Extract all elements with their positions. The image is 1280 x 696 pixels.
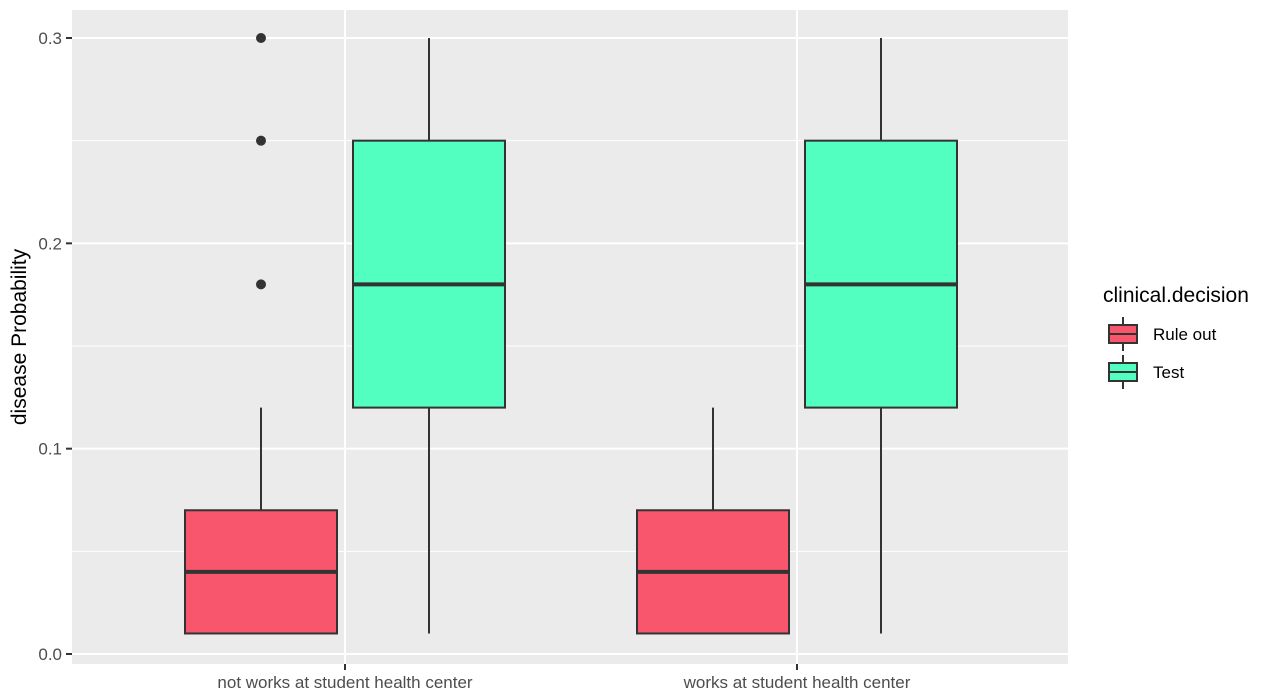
x-axis: not works at student health center works … [217, 664, 911, 692]
outlier-point [256, 279, 266, 290]
legend-title: clinical.decision [1103, 284, 1249, 307]
legend-item-test: Test [1108, 355, 1184, 389]
outlier-point [256, 135, 266, 146]
legend: clinical.decision Rule out Test [1103, 284, 1249, 389]
y-tick-label: 0.0 [38, 645, 62, 664]
legend-item-rule-out: Rule out [1108, 317, 1217, 351]
y-axis: 0.0 0.1 0.2 0.3 [38, 29, 72, 664]
box-body [352, 139, 506, 409]
box-rule-out [636, 407, 790, 635]
box-test [352, 38, 506, 634]
y-tick-label: 0.3 [38, 29, 62, 48]
boxes [184, 33, 958, 635]
y-tick-label: 0.1 [38, 440, 62, 459]
y-tick-label: 0.2 [38, 234, 62, 253]
legend-label: Test [1153, 363, 1184, 382]
y-axis-title: disease Probability [8, 248, 31, 425]
legend-label: Rule out [1153, 325, 1217, 344]
x-tick-label: not works at student health center [217, 673, 472, 692]
x-tick-label: works at student health center [683, 673, 911, 692]
outlier-point [256, 33, 266, 43]
box-test [804, 38, 958, 634]
box-rule-out [184, 33, 338, 635]
box-body [804, 139, 958, 409]
